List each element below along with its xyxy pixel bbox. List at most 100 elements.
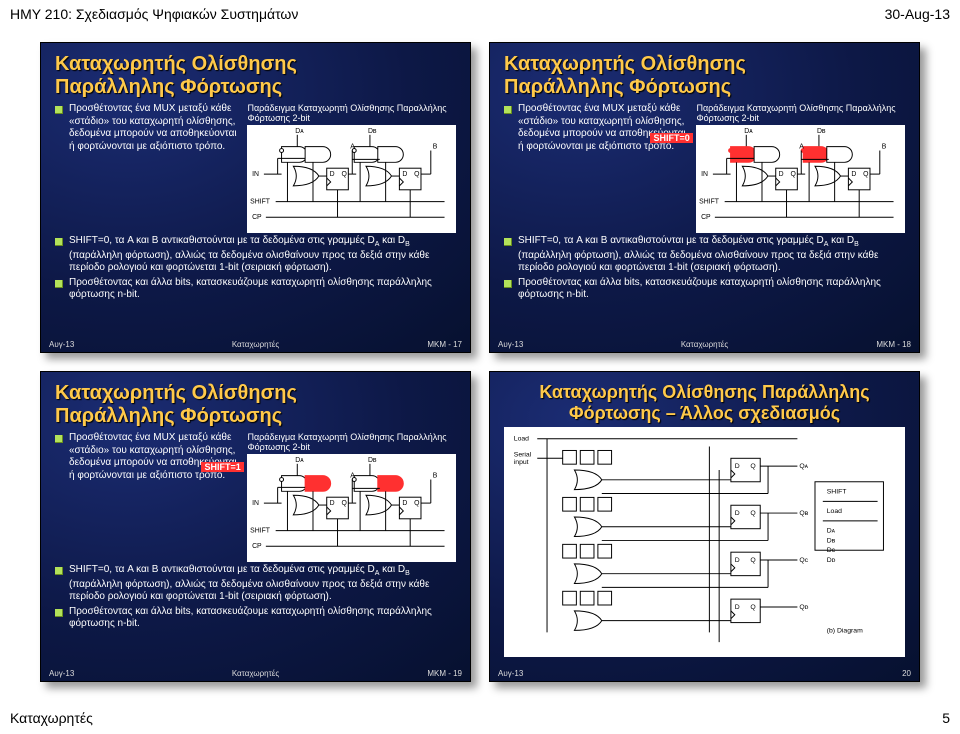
slide-title: Καταχωρητής Ολίσθησης Παράλληλης Φόρτωση…: [504, 382, 905, 423]
svg-text:Dᴄ: Dᴄ: [827, 548, 836, 555]
svg-text:D: D: [403, 500, 408, 507]
svg-text:CP: CP: [253, 543, 263, 550]
slide-17: Καταχωρητής Ολίσθησης Παράλληλης Φόρτωση…: [40, 42, 471, 353]
bullet-2: SHIFT=0, τα A και B αντικαθιστούνται με …: [55, 235, 456, 275]
svg-text:Q: Q: [750, 510, 755, 517]
svg-text:Dᴀ: Dᴀ: [296, 457, 305, 464]
alt-circuit-svg: SHIFT Load Dᴀ Dʙ Dᴄ Dᴅ Load Serial input: [504, 427, 905, 652]
slide-number: MKM - 19: [427, 669, 462, 678]
bullet-1: Προσθέτοντας ένα MUX μεταξύ κάθε «στάδιο…: [55, 103, 239, 153]
svg-text:Q: Q: [791, 171, 796, 178]
alt-design-diagram: SHIFT Load Dᴀ Dʙ Dᴄ Dᴅ Load Serial input: [504, 427, 905, 657]
bullet-3: Προσθέτοντας και άλλα bits, κατασκευάζου…: [504, 277, 905, 302]
label-in: IN: [253, 171, 260, 178]
slide-19: Καταχωρητής Ολίσθησης Παράλληλης Φόρτωση…: [40, 371, 471, 682]
svg-text:A: A: [800, 144, 805, 151]
label-shift: SHIFT: [251, 199, 272, 206]
svg-text:Q: Q: [750, 463, 755, 470]
svg-text:Dʙ: Dʙ: [827, 538, 836, 545]
figure-caption: Παράδειγμα Καταχωρητή Ολίσθησης Παραλλήλ…: [247, 103, 456, 123]
svg-text:Dᴅ: Dᴅ: [827, 557, 836, 564]
page-footer-left: Καταχωρητές: [10, 710, 93, 726]
page-footer-right: 5: [942, 710, 950, 726]
svg-text:D: D: [330, 171, 335, 178]
slide-date: Αυγ-13: [498, 669, 523, 678]
figure-caption: Παράδειγμα Καταχωρητή Ολίσθησης Παραλλήλ…: [247, 432, 456, 452]
svg-text:Q: Q: [415, 500, 420, 507]
slide-title: Καταχωρητής Ολίσθησης Παράλληλης Φόρτωση…: [55, 53, 456, 99]
page-header-left: ΗΜΥ 210: Σχεδιασμός Ψηφιακών Συστημάτων: [10, 6, 298, 22]
slide-date: Αυγ-13: [49, 340, 74, 349]
label-a: A: [351, 144, 356, 151]
svg-text:D: D: [735, 604, 740, 611]
svg-text:(b) Diagram: (b) Diagram: [827, 628, 863, 635]
bullet-2: SHIFT=0, τα A και B αντικαθιστούνται με …: [504, 235, 905, 275]
slide-number: MKM - 17: [427, 340, 462, 349]
svg-text:IN: IN: [702, 171, 709, 178]
slide-bullets-full: SHIFT=0, τα A και B αντικαθιστούνται με …: [55, 235, 456, 302]
slide-center: Καταχωρητές: [232, 669, 279, 678]
slide-bullets: Προσθέτοντας ένα MUX μεταξύ κάθε «στάδιο…: [504, 103, 688, 155]
svg-text:SHIFT: SHIFT: [700, 199, 721, 206]
figure-caption: Παράδειγμα Καταχωρητή Ολίσθησης Παραλλήλ…: [696, 103, 905, 123]
svg-text:input: input: [514, 460, 529, 467]
svg-text:Qʙ: Qʙ: [799, 510, 808, 517]
circuit-svg: Dᴀ Dʙ: [696, 125, 905, 233]
label-b: B: [433, 144, 438, 151]
circuit-diagram: Dᴀ Dʙ: [247, 125, 456, 233]
svg-text:Serial: Serial: [514, 452, 532, 459]
svg-text:CP: CP: [702, 214, 712, 221]
label-cp: CP: [253, 214, 263, 221]
page-header-right: 30-Aug-13: [885, 6, 950, 22]
svg-text:SHIFT: SHIFT: [827, 489, 848, 496]
svg-text:Dʙ: Dʙ: [368, 457, 377, 464]
figure-wrap: Παράδειγμα Καταχωρητή Ολίσθησης Παραλλήλ…: [247, 432, 456, 562]
circuit-svg: Dᴀ Dʙ D: [247, 454, 456, 562]
bullet-1: Προσθέτοντας ένα MUX μεταξύ κάθε «στάδιο…: [55, 432, 239, 482]
svg-text:Dʙ: Dʙ: [817, 128, 826, 135]
slide-title: Καταχωρητής Ολίσθησης Παράλληλης Φόρτωση…: [55, 382, 456, 428]
svg-text:D: D: [735, 510, 740, 517]
svg-text:Q: Q: [750, 557, 755, 564]
label-da: Dᴀ: [296, 128, 305, 135]
svg-text:Q: Q: [750, 604, 755, 611]
svg-text:D: D: [403, 171, 408, 178]
svg-text:D: D: [735, 557, 740, 564]
slide-number: 20: [902, 669, 911, 678]
slide-date: Αυγ-13: [49, 669, 74, 678]
svg-text:A: A: [351, 473, 356, 480]
svg-text:D: D: [330, 500, 335, 507]
bullet-3: Προσθέτοντας και άλλα bits, κατασκευάζου…: [55, 606, 456, 631]
svg-text:Q: Q: [864, 171, 869, 178]
svg-text:Q: Q: [342, 171, 347, 178]
bullet-2: SHIFT=0, τα A και B αντικαθιστούνται με …: [55, 564, 456, 604]
label-db: Dʙ: [368, 128, 377, 135]
slide-center: Καταχωρητές: [681, 340, 728, 349]
slide-date: Αυγ-13: [498, 340, 523, 349]
slide-bullets: Προσθέτοντας ένα MUX μεταξύ κάθε «στάδιο…: [55, 432, 239, 484]
svg-text:SHIFT: SHIFT: [251, 528, 272, 535]
shift0-badge: SHIFT=0: [650, 133, 692, 143]
four-up-grid: Καταχωρητής Ολίσθησης Παράλληλης Φόρτωση…: [40, 42, 920, 682]
svg-text:Q: Q: [415, 171, 420, 178]
slide-center: Καταχωρητές: [232, 340, 279, 349]
svg-text:B: B: [433, 473, 438, 480]
slide-number: MKM - 18: [876, 340, 911, 349]
slide-20: Καταχωρητής Ολίσθησης Παράλληλης Φόρτωση…: [489, 371, 920, 682]
bullet-3: Προσθέτοντας και άλλα bits, κατασκευάζου…: [55, 277, 456, 302]
figure-wrap: Παράδειγμα Καταχωρητή Ολίσθησης Παραλλήλ…: [696, 103, 905, 233]
shift1-badge: SHIFT=1: [201, 462, 243, 472]
circuit-diagram: Dᴀ Dʙ D: [247, 454, 456, 562]
svg-text:Qᴅ: Qᴅ: [799, 604, 808, 611]
svg-text:Dᴀ: Dᴀ: [745, 128, 754, 135]
svg-text:Dᴀ: Dᴀ: [827, 528, 836, 535]
figure-wrap: Παράδειγμα Καταχωρητή Ολίσθησης Παραλλήλ…: [247, 103, 456, 233]
svg-text:Qᴄ: Qᴄ: [799, 557, 808, 564]
svg-text:D: D: [852, 171, 857, 178]
svg-text:D: D: [779, 171, 784, 178]
svg-text:B: B: [882, 144, 887, 151]
svg-text:D: D: [735, 463, 740, 470]
svg-text:IN: IN: [253, 500, 260, 507]
page: ΗΜΥ 210: Σχεδιασμός Ψηφιακών Συστημάτων …: [0, 0, 960, 734]
bullet-1: Προσθέτοντας ένα MUX μεταξύ κάθε «στάδιο…: [504, 103, 688, 153]
